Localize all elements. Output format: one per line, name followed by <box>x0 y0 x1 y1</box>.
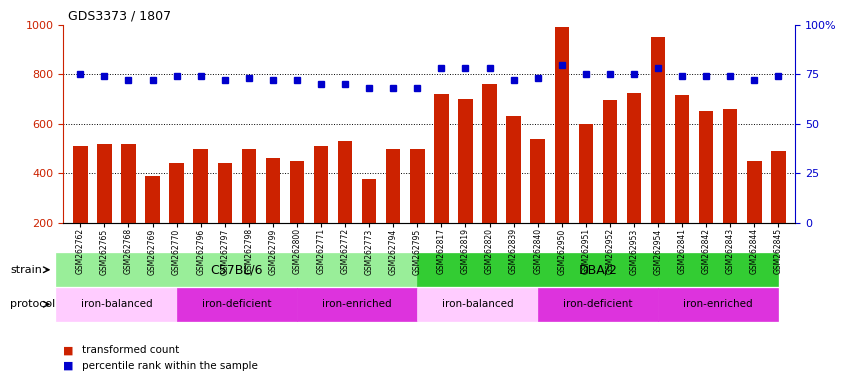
Text: iron-balanced: iron-balanced <box>442 299 514 310</box>
Text: iron-deficient: iron-deficient <box>563 299 633 310</box>
Bar <box>602 100 617 272</box>
Text: iron-deficient: iron-deficient <box>202 299 272 310</box>
Bar <box>146 176 160 272</box>
Text: protocol: protocol <box>10 299 55 310</box>
Bar <box>169 164 184 272</box>
Bar <box>434 94 448 272</box>
Bar <box>699 111 713 272</box>
Bar <box>675 95 689 272</box>
Bar <box>651 37 665 272</box>
Text: iron-enriched: iron-enriched <box>684 299 753 310</box>
Bar <box>772 151 786 272</box>
Bar <box>362 179 376 272</box>
Text: transformed count: transformed count <box>82 345 179 355</box>
Bar <box>507 116 521 272</box>
Text: percentile rank within the sample: percentile rank within the sample <box>82 361 258 371</box>
Bar <box>579 124 593 272</box>
Text: DBA/2: DBA/2 <box>579 263 618 276</box>
Bar <box>289 161 305 272</box>
Text: C57BL/6: C57BL/6 <box>211 263 263 276</box>
Text: iron-balanced: iron-balanced <box>80 299 152 310</box>
Bar <box>723 109 738 272</box>
Bar <box>242 149 256 272</box>
Bar <box>530 139 545 272</box>
Bar <box>386 149 400 272</box>
Bar <box>459 99 473 272</box>
Bar <box>314 146 328 272</box>
Bar <box>482 84 497 272</box>
Bar <box>554 27 569 272</box>
Bar <box>266 159 280 272</box>
Text: GDS3373 / 1807: GDS3373 / 1807 <box>68 10 171 23</box>
Text: iron-enriched: iron-enriched <box>322 299 392 310</box>
Text: strain: strain <box>10 265 42 275</box>
Bar <box>217 164 232 272</box>
Bar <box>121 144 135 272</box>
Text: ■: ■ <box>63 345 74 355</box>
Bar <box>747 161 761 272</box>
Text: ■: ■ <box>63 361 74 371</box>
Bar <box>194 149 208 272</box>
Bar <box>73 146 87 272</box>
Bar <box>97 144 112 272</box>
Bar <box>410 149 425 272</box>
Bar <box>627 93 641 272</box>
Bar <box>338 141 352 272</box>
